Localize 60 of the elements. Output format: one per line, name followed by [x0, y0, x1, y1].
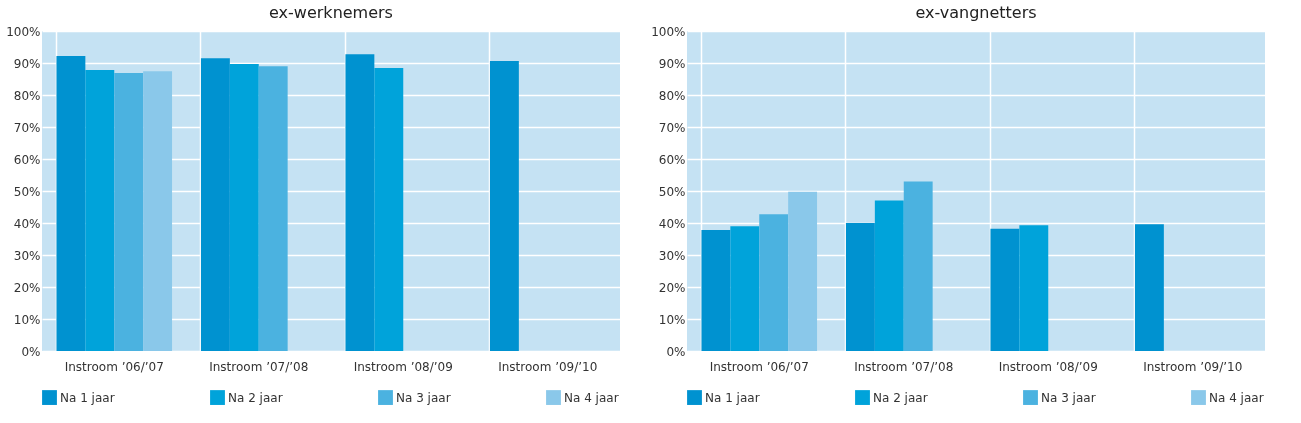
y-tick-label: 50%: [658, 184, 686, 199]
chart-title: ex-werknemers: [269, 3, 393, 22]
y-tick-label: 100%: [6, 24, 41, 39]
bar: [701, 230, 731, 351]
bar: [1134, 224, 1164, 351]
y-tick-label: 70%: [13, 120, 41, 135]
y-tick-label: 40%: [658, 216, 686, 231]
bar: [845, 223, 875, 351]
x-tick-label: Instroom ’08/’09: [998, 359, 1098, 374]
y-tick-label: 30%: [13, 248, 41, 263]
x-tick-label: Instroom ’08/’09: [353, 359, 453, 374]
x-tick-label: Instroom ’09/’10: [498, 359, 598, 374]
y-tick-label: 80%: [13, 88, 41, 103]
x-tick-label: Instroom ’06/’07: [709, 359, 809, 374]
y-tick-label: 40%: [13, 216, 41, 231]
bar: [345, 54, 375, 351]
x-tick-label: Instroom ’06/’07: [64, 359, 164, 374]
y-tick-label: 20%: [658, 280, 686, 295]
y-tick-label: 10%: [13, 312, 41, 327]
y-tick-label: 50%: [13, 184, 41, 199]
y-tick-label: 0%: [666, 344, 686, 359]
y-tick-label: 90%: [13, 56, 41, 71]
bar: [730, 226, 760, 351]
x-tick-label: Instroom ’07/’08: [854, 359, 954, 374]
bar: [114, 72, 144, 351]
bar: [788, 191, 818, 351]
bar: [759, 214, 789, 351]
bar: [489, 61, 519, 351]
chart-title: ex-vangnetters: [915, 3, 1037, 22]
legend-label: Na 1 jaar: [705, 390, 760, 405]
y-tick-label: 70%: [658, 120, 686, 135]
bar: [85, 70, 115, 351]
bar: [1019, 225, 1049, 351]
bar: [143, 71, 173, 351]
bar: [990, 228, 1020, 351]
bar: [903, 181, 933, 351]
y-tick-label: 100%: [651, 24, 686, 39]
legend-label: Na 2 jaar: [873, 390, 928, 405]
legend-label: Na 3 jaar: [396, 390, 451, 405]
y-tick-label: 60%: [13, 152, 41, 167]
legend-label: Na 3 jaar: [1041, 390, 1096, 405]
legend-label: Na 4 jaar: [1209, 390, 1264, 405]
y-tick-label: 20%: [13, 280, 41, 295]
y-tick-label: 0%: [21, 344, 41, 359]
y-tick-label: 80%: [658, 88, 686, 103]
y-tick-label: 30%: [658, 248, 686, 263]
bar: [258, 66, 288, 351]
x-tick-label: Instroom ’09/’10: [1143, 359, 1243, 374]
bar: [56, 55, 86, 351]
bar: [874, 200, 904, 351]
x-tick-label: Instroom ’07/’08: [209, 359, 309, 374]
y-tick-label: 10%: [658, 312, 686, 327]
legend-label: Na 1 jaar: [60, 390, 115, 405]
y-tick-label: 90%: [658, 56, 686, 71]
legend-label: Na 4 jaar: [564, 390, 619, 405]
bar: [374, 68, 404, 351]
bar: [229, 63, 259, 351]
y-tick-label: 60%: [658, 152, 686, 167]
bar: [200, 58, 230, 351]
legend-label: Na 2 jaar: [228, 390, 283, 405]
